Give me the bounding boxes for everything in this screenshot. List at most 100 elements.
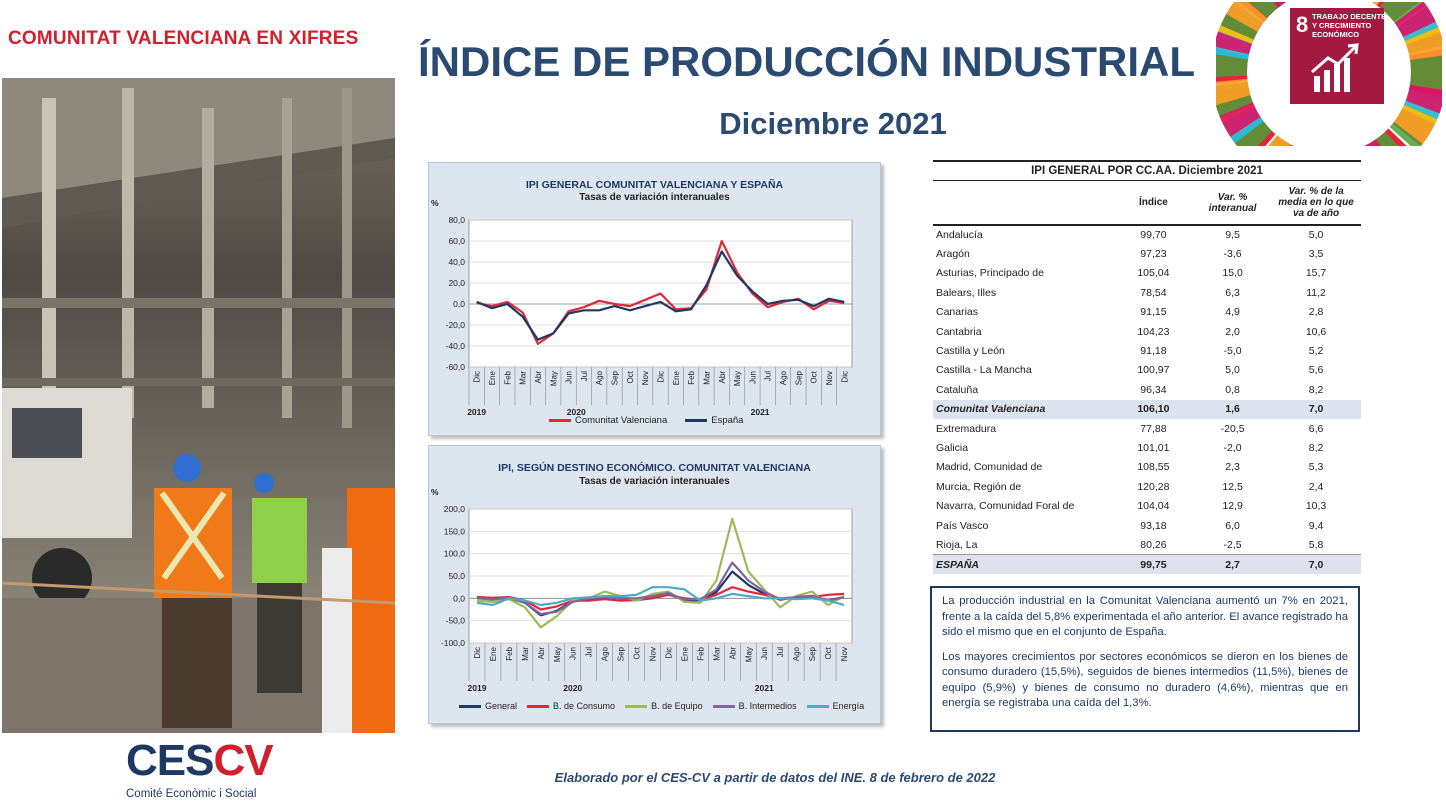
table-cell-value: 0,8: [1225, 383, 1240, 396]
x-tick-label: Jul: [776, 647, 785, 657]
table-cell-value: 78,54: [1140, 286, 1167, 299]
table-cell-region: Castilla y León: [936, 345, 1005, 358]
table-cell-value: -3,6: [1223, 248, 1242, 261]
growth-chart-icon: [1311, 43, 1359, 92]
legend-item-espana: España: [685, 415, 743, 426]
table-cell-region: Extremadura: [936, 422, 997, 435]
table-row: Extremadura 77,88 -20,5 6,6: [933, 419, 1361, 438]
table-cell-value: 120,28: [1137, 480, 1170, 493]
y-tick-label: -60,0: [446, 362, 466, 372]
table-cell-value: 6,3: [1225, 286, 1240, 299]
table-cell-value: 105,04: [1137, 267, 1170, 280]
footer-credit: Elaborado por el CES-CV a partir de dato…: [554, 770, 996, 785]
x-year-label: 2020: [563, 683, 582, 693]
sdg-text-line2: Y CRECIMIENTO: [1312, 21, 1371, 30]
table-cell-region: ESPAÑA: [933, 554, 1113, 575]
table-row: Cataluña 96,34 0,8 8,2: [933, 380, 1361, 399]
table-row: Cantabria 104,23 2,0 10,6: [933, 322, 1361, 341]
x-tick-label: Jul: [585, 647, 594, 657]
table-row: Murcia, Región de 120,28 12,5 2,4: [933, 477, 1361, 496]
y-tick-label: 100,0: [444, 549, 466, 559]
table-row: Navarra, Comunidad Foral de 104,04 12,9 10,…: [933, 496, 1361, 515]
table-cell-value: -20,5: [1220, 422, 1245, 435]
x-tick-label: Nov: [825, 371, 834, 385]
x-tick-label: Oct: [810, 370, 819, 383]
summary-paragraph: Los mayores crecimientos por sectores ec…: [942, 650, 1348, 710]
x-tick-label: Oct: [626, 370, 635, 383]
x-tick-label: Mar: [702, 371, 711, 385]
table-row: Rioja, La 80,26 -2,5 5,8: [933, 535, 1361, 554]
y-tick-label: -50,0: [446, 616, 466, 626]
table-row: Canarias 91,15 4,9 2,8: [933, 303, 1361, 322]
series-line: [476, 586, 845, 607]
y-tick-label: 60,0: [448, 236, 465, 246]
table-cell-region: Navarra, Comunidad Foral de: [936, 500, 1075, 513]
x-tick-label: Feb: [503, 370, 512, 384]
table-cell-value: 9,4: [1308, 519, 1324, 532]
table-cell-region: Madrid, Comunidad de: [936, 461, 1043, 474]
table-cell-value: -2,5: [1223, 538, 1242, 551]
page-title: ÍNDICE DE PRODUCCIÓN INDUSTRIAL: [418, 38, 1196, 85]
table-cell-region: Castilla - La Mancha: [936, 364, 1032, 377]
table-cell-value: 2,4: [1308, 480, 1324, 493]
table-cell-value: 15,0: [1222, 267, 1243, 280]
x-tick-label: Sep: [611, 370, 620, 385]
chart-subtitle: Tasas de variación interanuales: [579, 192, 730, 203]
chart-legend: Comunitat Valenciana España: [549, 415, 743, 426]
table-cell-value: 77,88: [1140, 422, 1167, 435]
series-line: [476, 517, 845, 629]
x-tick-label: Dic: [664, 647, 673, 659]
x-tick-label: Feb: [696, 646, 705, 660]
y-tick-label: 0,0: [453, 593, 465, 603]
x-tick-label: Ene: [680, 646, 689, 661]
table-caption: IPI GENERAL POR CC.AA. Diciembre 2021: [933, 160, 1361, 181]
x-year-label: 2021: [751, 407, 770, 417]
table-row: ESPAÑA 99,75 2,7 7,0: [933, 554, 1361, 575]
table-cell-value: 80,26: [1140, 538, 1167, 551]
x-tick-label: Mar: [521, 647, 530, 661]
table-cell-value: 3,5: [1308, 248, 1324, 261]
cescv-logo: CESCV Comité Econòmic i Social: [126, 736, 274, 806]
table-cell-region: Aragón: [936, 248, 970, 261]
x-year-label: 2019: [467, 407, 486, 417]
x-tick-label: Ene: [489, 646, 498, 661]
x-tick-label: Jun: [565, 371, 574, 384]
x-tick-label: Abr: [534, 371, 543, 384]
y-axis-label: %: [431, 487, 439, 497]
table-row: Andalucía 99,70 9,5 5,0: [933, 225, 1361, 244]
x-tick-label: Jun: [748, 371, 757, 384]
table-cell-region: País Vasco: [936, 519, 989, 532]
chart-legend: General B. de Consumo B. de Equipo B. In…: [459, 701, 864, 711]
x-tick-label: Jun: [760, 647, 769, 660]
table-cell-value: 108,55: [1137, 461, 1170, 474]
table-cell-value: 5,0: [1225, 364, 1240, 377]
x-tick-label: Dic: [657, 371, 666, 383]
table-cell-value: 2,7: [1194, 554, 1272, 575]
logo-tagline: Comité Econòmic i Social: [126, 788, 257, 800]
table-cell-value: 6,0: [1225, 519, 1240, 532]
table-cell-region: Cataluña: [936, 383, 979, 396]
table-header-var-interanual: Var. % interanual: [1194, 181, 1272, 226]
x-tick-label: Dic: [473, 647, 482, 659]
x-tick-label: Dic: [840, 371, 849, 383]
legend-item-cv: Comunitat Valenciana: [549, 415, 667, 426]
sdg-number: 8: [1296, 12, 1308, 37]
logo-mark-right: CV: [213, 736, 273, 785]
x-tick-label: May: [744, 647, 753, 662]
chart-ipi-general: IPI GENERAL COMUNITAT VALENCIANA Y ESPAÑ…: [428, 162, 881, 436]
page-subtitle: Diciembre 2021: [719, 106, 947, 141]
table-cell-value: 93,18: [1140, 519, 1167, 532]
x-tick-label: Feb: [687, 370, 696, 384]
table-cell-region: Andalucía: [936, 229, 983, 242]
table-cell-value: 99,75: [1112, 554, 1195, 575]
x-tick-label: Ene: [488, 370, 497, 385]
table-cell-value: 91,18: [1140, 345, 1167, 358]
table-cell-value: 5,2: [1308, 345, 1324, 358]
table-cell-value: 97,23: [1140, 248, 1167, 261]
table-row: Asturias, Principado de 105,04 15,0 15,7: [933, 264, 1361, 283]
table-cell-region: Comunitat Valenciana: [933, 399, 1113, 419]
x-tick-label: Feb: [505, 646, 514, 660]
table-header-indice: Índice: [1112, 181, 1195, 226]
table-cell-value: 96,34: [1140, 383, 1167, 396]
x-tick-label: Nov: [649, 647, 658, 661]
